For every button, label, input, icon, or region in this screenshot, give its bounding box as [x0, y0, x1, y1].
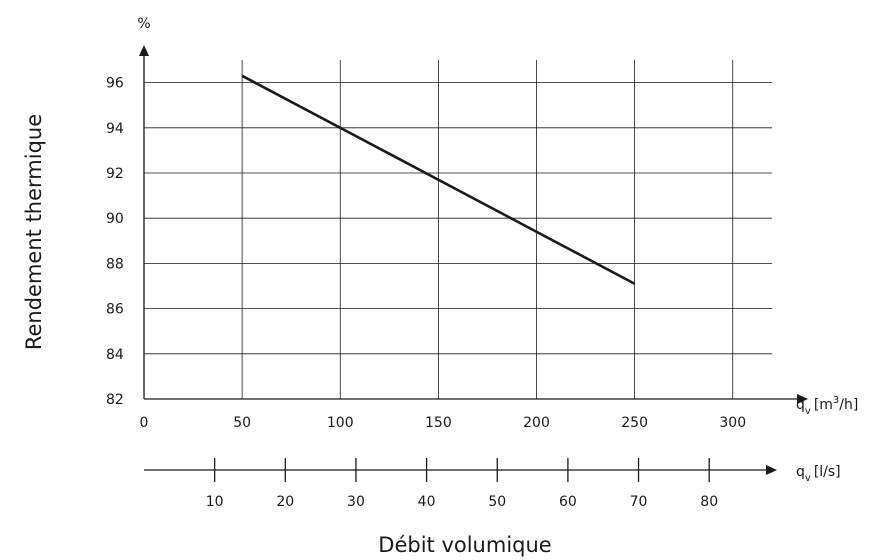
x-axis-arrow: [797, 394, 808, 404]
x-unit-secondary: qv [l/s]: [796, 464, 841, 484]
y-tick-90: 90: [106, 211, 124, 227]
x-tick-secondary-70: 70: [630, 494, 648, 510]
y-tick-86: 86: [106, 302, 124, 318]
x-tick-0: 0: [140, 415, 149, 431]
x-tick-secondary-40: 40: [418, 494, 436, 510]
series-line-1: [241, 74, 636, 285]
y-axis-title: Rendement thermique: [22, 114, 46, 350]
x-tick-100: 100: [327, 415, 354, 431]
y-tick-88: 88: [106, 256, 124, 272]
x-tick-300: 300: [719, 415, 746, 431]
axes: [139, 45, 808, 404]
x-tick-secondary-50: 50: [488, 494, 506, 510]
x-tick-secondary-30: 30: [347, 494, 365, 510]
x-axis-title: Débit volumique: [378, 533, 551, 557]
y-tick-96: 96: [106, 76, 124, 92]
x-tick-150: 150: [425, 415, 452, 431]
x-tick-secondary-80: 80: [700, 494, 718, 510]
y-tick-92: 92: [106, 166, 124, 182]
x-tick-secondary-10: 10: [206, 494, 224, 510]
x-tick-200: 200: [523, 415, 550, 431]
x-tick-labels: 0 50 100 150 200 250 300: [140, 415, 747, 431]
y-axis-arrow: [139, 45, 149, 56]
x-tick-secondary-20: 20: [276, 494, 294, 510]
y-tick-84: 84: [106, 347, 124, 363]
y-tick-94: 94: [106, 121, 124, 137]
series-group: [241, 74, 636, 285]
x-tick-secondary-60: 60: [559, 494, 577, 510]
x-tick-50: 50: [233, 415, 251, 431]
x-unit-primary: qv [m3/h]: [796, 395, 858, 417]
y-tick-labels: 82 84 86 88 90 92 94 96: [106, 76, 124, 408]
x-axis-secondary-arrow: [766, 465, 777, 475]
y-tick-82: 82: [106, 392, 124, 408]
x-tick-250: 250: [621, 415, 648, 431]
grid: [144, 60, 772, 399]
y-unit-label: %: [137, 16, 150, 32]
secondary-axis: 10 20 30 40 50 60 70 80: [144, 458, 777, 510]
